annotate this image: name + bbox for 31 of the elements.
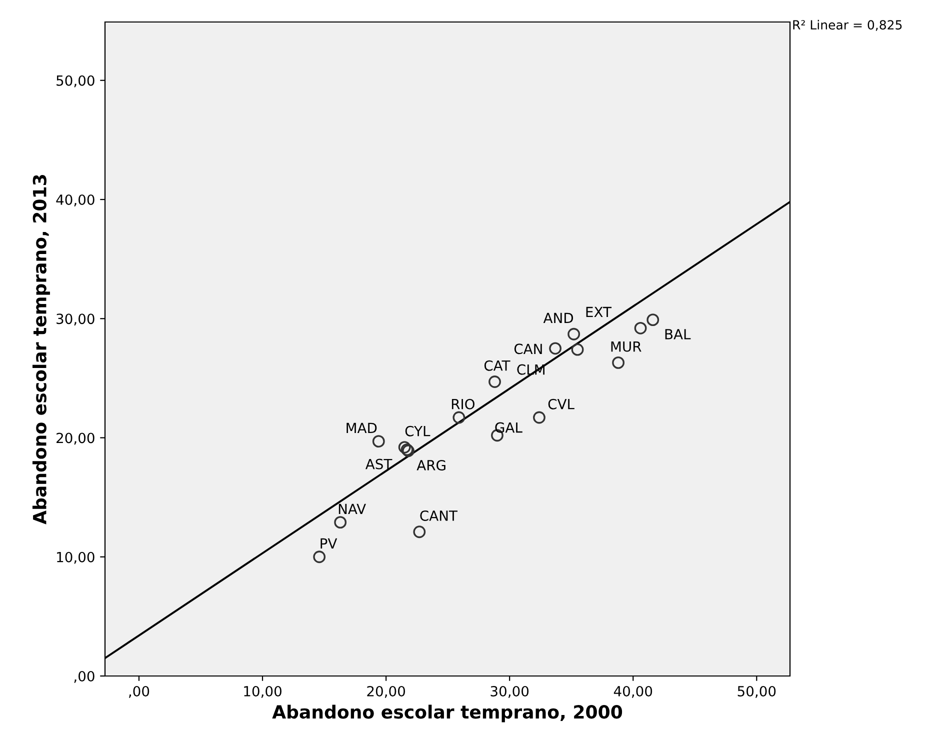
annotation: CANT: [420, 510, 458, 521]
annotation: CAN: [514, 344, 542, 354]
annotation: GAL: [495, 422, 522, 433]
annotation: NAV: [338, 504, 366, 514]
annotation: MUR: [611, 341, 642, 352]
x-tick-label: 20,00: [367, 686, 405, 698]
y-tick-label: 50,00: [56, 75, 94, 88]
text: R² Linear = 0,825: [793, 20, 902, 31]
annotation: PV: [320, 538, 338, 549]
y-tick-label: 40,00: [56, 194, 94, 206]
annotation: AND: [543, 312, 574, 323]
annotation: RIO: [452, 398, 474, 410]
x-tick-label: 50,00: [738, 686, 776, 698]
x-tick-label: ,00: [129, 686, 150, 698]
x-tick-label: 10,00: [244, 686, 282, 698]
y-tick-label: 30,00: [56, 314, 94, 326]
y-tick-label: ,00: [74, 670, 94, 683]
annotation: AST: [365, 458, 392, 470]
x-axis-title: Abandono escolar temprano, 2000: [272, 704, 622, 722]
annotation: CYL: [405, 426, 430, 436]
annotation: BAL: [665, 329, 691, 340]
x-tick-label: 40,00: [614, 686, 652, 698]
annotation: CAT: [484, 360, 510, 371]
annotation: EXT: [586, 306, 612, 318]
y-axis-title: Abandono escolar temprano, 2013: [32, 175, 50, 524]
y-tick-label: 20,00: [56, 432, 94, 445]
annotation: CVL: [548, 398, 574, 410]
annotation: ARG: [416, 460, 446, 470]
x-tick-label: 30,00: [490, 686, 529, 698]
annotation: MAD: [346, 422, 377, 433]
y-tick-label: 10,00: [57, 552, 94, 564]
